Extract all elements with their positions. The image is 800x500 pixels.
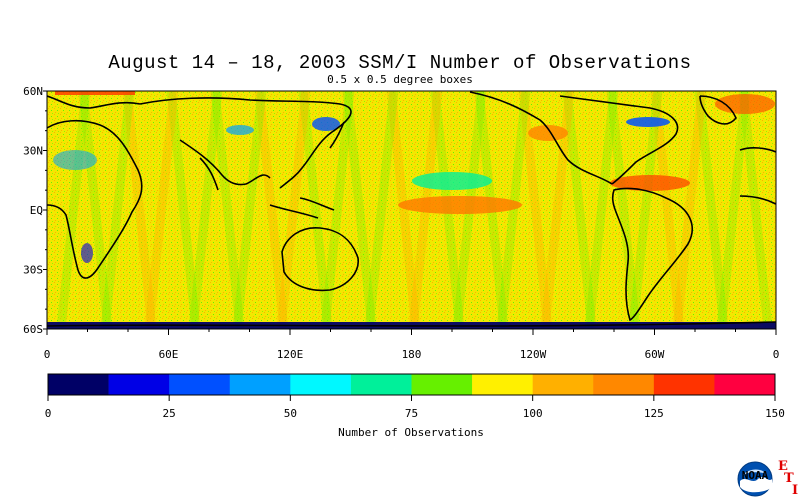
swath-band <box>540 91 575 329</box>
colorbar-segment <box>229 374 291 395</box>
swath-band <box>78 91 113 329</box>
colorbar-tick-label: 50 <box>284 407 297 420</box>
swath-band <box>716 91 751 329</box>
hotspot-equatorial-pacific <box>398 196 522 214</box>
swath-band <box>738 91 773 329</box>
swath-band <box>606 91 641 329</box>
lat-label: EQ <box>30 204 43 217</box>
swath-band <box>210 91 245 329</box>
eti-mark: E T I <box>778 458 800 498</box>
swath-band <box>232 91 267 329</box>
swath-band <box>650 91 685 329</box>
chart-title: August 14 – 18, 2003 SSM/I Number of Obs… <box>108 52 692 74</box>
colorbar-tick-label: 25 <box>163 407 176 420</box>
lon-label: 180 <box>402 348 422 361</box>
swath-band <box>584 91 619 329</box>
colorbar-segment <box>593 374 655 395</box>
noaa-logo-text: NOAA <box>742 469 769 482</box>
colorbar-segment <box>169 374 231 395</box>
hotspot-caribbean <box>610 175 690 191</box>
hotspot-nw-pacific <box>528 125 568 141</box>
swath-band <box>386 91 421 329</box>
map-panel <box>47 91 800 329</box>
noaa-logo: NOAA <box>737 461 773 497</box>
lat-label: 60S <box>23 323 43 336</box>
swath-band <box>144 91 179 329</box>
lowspot-south-africa <box>81 243 93 263</box>
swath-band <box>166 91 201 329</box>
coastlines <box>47 91 776 327</box>
swath-band <box>496 91 531 329</box>
colorbar-tick-label: 75 <box>405 407 418 420</box>
swath-band <box>276 91 311 329</box>
colorbar-segment <box>108 374 170 395</box>
swath-band <box>188 91 223 329</box>
swath-band <box>562 91 597 329</box>
lowspot-hudson <box>626 117 670 127</box>
swath-band <box>122 91 157 329</box>
lon-label: 120E <box>277 348 304 361</box>
swath-band <box>100 91 135 329</box>
lowspot-central-asia <box>226 125 254 135</box>
lowspot-central-pacific <box>412 172 492 190</box>
longitude-axis: 0 60E 120E 180 120W 60W 0 <box>44 329 780 361</box>
latitude-axis: 60N 30N EQ 30S 60S <box>23 85 47 336</box>
colorbar-tick-label: 125 <box>644 407 664 420</box>
swath-band <box>364 91 399 329</box>
swath-band <box>783 91 800 329</box>
eti-letter-t: T <box>784 471 794 486</box>
swath-band <box>298 91 333 329</box>
north-red-strip <box>55 91 135 95</box>
lowspot-korea <box>312 117 340 131</box>
colorbar-segment <box>48 374 109 395</box>
chart-subtitle: 0.5 x 0.5 degree boxes <box>327 73 473 86</box>
colorbar-segment <box>653 374 715 395</box>
lon-label: 0 <box>44 348 51 361</box>
colorbar-label: Number of Observations <box>338 426 484 439</box>
swath-band <box>342 91 377 329</box>
colorbar-tick-label: 100 <box>523 407 543 420</box>
colorbar <box>47 373 776 396</box>
lon-label: 60W <box>645 348 665 361</box>
colorbar-segment <box>532 374 594 395</box>
lowspot-west-africa <box>53 150 97 170</box>
colorbar-segment <box>350 374 412 395</box>
lat-label: 60N <box>23 85 43 98</box>
colorbar-segment <box>714 374 776 395</box>
colorbar-tick-label: 150 <box>765 407 785 420</box>
lon-label: 0 <box>773 348 780 361</box>
eti-letter-i: I <box>792 483 799 498</box>
colorbar-segment <box>472 374 533 395</box>
lat-label: 30N <box>23 145 43 158</box>
eti-letter-e: E <box>778 459 788 474</box>
colorbar-segment <box>290 374 352 395</box>
lon-label: 60E <box>159 348 179 361</box>
swath-band <box>518 91 553 329</box>
colorbar-segment <box>411 374 473 395</box>
swath-band <box>672 91 707 329</box>
swath-band <box>254 91 289 329</box>
colorbar-ticks: 0 25 50 75 100 125 150 <box>45 395 785 420</box>
swath-band <box>320 91 355 329</box>
colorbar-tick-label: 0 <box>45 407 52 420</box>
lat-label: 30S <box>23 264 43 277</box>
swath-band <box>56 91 91 329</box>
swath-band <box>694 91 729 329</box>
lon-label: 120W <box>520 348 547 361</box>
